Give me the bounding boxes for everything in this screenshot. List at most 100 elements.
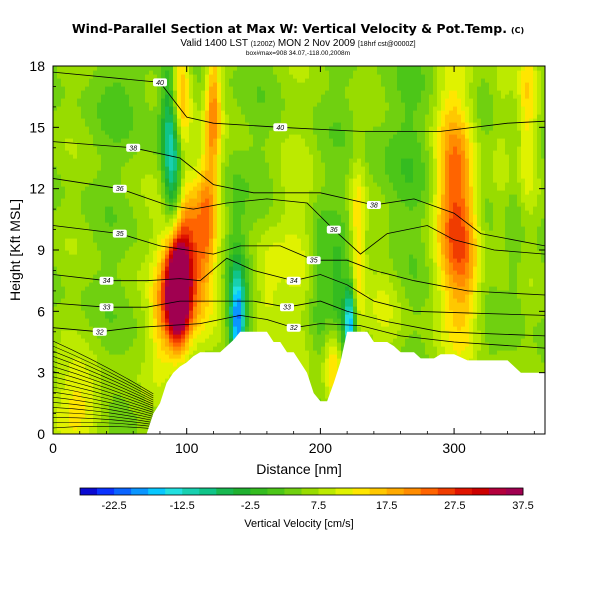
velocity-cell bbox=[205, 278, 210, 283]
velocity-cell bbox=[173, 210, 178, 215]
velocity-cell bbox=[109, 86, 114, 91]
velocity-cell bbox=[261, 282, 266, 287]
velocity-cell bbox=[81, 270, 86, 275]
velocity-cell bbox=[157, 194, 162, 199]
velocity-cell bbox=[237, 66, 242, 71]
velocity-cell bbox=[113, 122, 118, 127]
velocity-cell bbox=[189, 158, 194, 163]
velocity-cell bbox=[169, 110, 174, 115]
velocity-cell bbox=[237, 302, 242, 307]
velocity-cell bbox=[65, 110, 70, 115]
velocity-cell bbox=[77, 162, 82, 167]
velocity-cell bbox=[117, 358, 122, 363]
velocity-cell bbox=[201, 258, 206, 263]
velocity-cell bbox=[261, 138, 266, 143]
velocity-cell bbox=[145, 158, 150, 163]
velocity-cell bbox=[61, 170, 66, 175]
velocity-cell bbox=[129, 86, 134, 91]
velocity-cell bbox=[129, 266, 134, 271]
velocity-cell bbox=[161, 142, 166, 147]
velocity-cell bbox=[121, 78, 126, 83]
velocity-cell bbox=[89, 282, 94, 287]
velocity-cell bbox=[149, 98, 154, 103]
velocity-cell bbox=[137, 358, 142, 363]
velocity-cell bbox=[249, 294, 254, 299]
velocity-cell bbox=[205, 94, 210, 99]
velocity-cell bbox=[121, 362, 126, 367]
velocity-cell bbox=[173, 90, 178, 95]
velocity-cell bbox=[257, 282, 262, 287]
velocity-cell bbox=[81, 194, 86, 199]
velocity-cell bbox=[225, 186, 230, 191]
velocity-cell bbox=[53, 426, 58, 431]
velocity-cell bbox=[61, 234, 66, 239]
velocity-cell bbox=[145, 258, 150, 263]
velocity-cell bbox=[93, 282, 98, 287]
velocity-cell bbox=[173, 166, 178, 171]
velocity-cell bbox=[141, 250, 146, 255]
velocity-cell bbox=[165, 142, 170, 147]
velocity-cell bbox=[169, 270, 174, 275]
velocity-cell bbox=[53, 170, 58, 175]
velocity-cell bbox=[73, 370, 78, 375]
velocity-cell bbox=[53, 214, 58, 219]
velocity-cell bbox=[65, 218, 70, 223]
velocity-cell bbox=[109, 214, 114, 219]
velocity-cell bbox=[89, 74, 94, 79]
velocity-cell bbox=[61, 174, 66, 179]
velocity-cell bbox=[73, 258, 78, 263]
velocity-cell bbox=[133, 274, 138, 279]
velocity-cell bbox=[81, 226, 86, 231]
velocity-cell bbox=[133, 422, 138, 427]
velocity-cell bbox=[141, 346, 146, 351]
velocity-cell bbox=[177, 222, 182, 227]
velocity-cell bbox=[257, 290, 262, 295]
velocity-cell bbox=[93, 182, 98, 187]
velocity-cell bbox=[229, 234, 234, 239]
velocity-cell bbox=[169, 286, 174, 291]
velocity-cell bbox=[257, 250, 262, 255]
velocity-cell bbox=[53, 270, 58, 275]
velocity-cell bbox=[133, 98, 138, 103]
velocity-cell bbox=[97, 230, 102, 235]
velocity-cell bbox=[121, 266, 126, 271]
velocity-cell bbox=[157, 306, 162, 311]
velocity-cell bbox=[249, 74, 254, 79]
velocity-cell bbox=[121, 134, 126, 139]
velocity-cell bbox=[145, 270, 150, 275]
velocity-cell bbox=[181, 82, 186, 87]
velocity-cell bbox=[113, 150, 118, 155]
velocity-cell bbox=[173, 230, 178, 235]
velocity-cell bbox=[113, 94, 118, 99]
velocity-cell bbox=[169, 322, 174, 327]
velocity-cell bbox=[97, 386, 102, 391]
velocity-cell bbox=[197, 78, 202, 83]
velocity-cell bbox=[153, 114, 158, 119]
velocity-cell bbox=[201, 190, 206, 195]
velocity-cell bbox=[245, 106, 250, 111]
velocity-cell bbox=[69, 122, 74, 127]
velocity-cell bbox=[149, 354, 154, 359]
velocity-cell bbox=[253, 322, 258, 327]
velocity-cell bbox=[105, 86, 110, 91]
velocity-cell bbox=[121, 150, 126, 155]
velocity-cell bbox=[261, 274, 266, 279]
velocity-cell bbox=[225, 226, 230, 231]
velocity-cell bbox=[225, 118, 230, 123]
velocity-cell bbox=[125, 346, 130, 351]
velocity-cell bbox=[265, 202, 270, 207]
velocity-cell bbox=[157, 238, 162, 243]
velocity-cell bbox=[65, 162, 70, 167]
velocity-cell bbox=[165, 110, 170, 115]
velocity-cell bbox=[161, 238, 166, 243]
velocity-cell bbox=[197, 202, 202, 207]
velocity-cell bbox=[177, 90, 182, 95]
velocity-cell bbox=[101, 194, 106, 199]
velocity-cell bbox=[57, 330, 62, 335]
velocity-cell bbox=[177, 322, 182, 327]
velocity-cell bbox=[145, 166, 150, 171]
velocity-cell bbox=[85, 134, 90, 139]
velocity-cell bbox=[249, 202, 254, 207]
velocity-cell bbox=[189, 214, 194, 219]
velocity-cell bbox=[161, 298, 166, 303]
